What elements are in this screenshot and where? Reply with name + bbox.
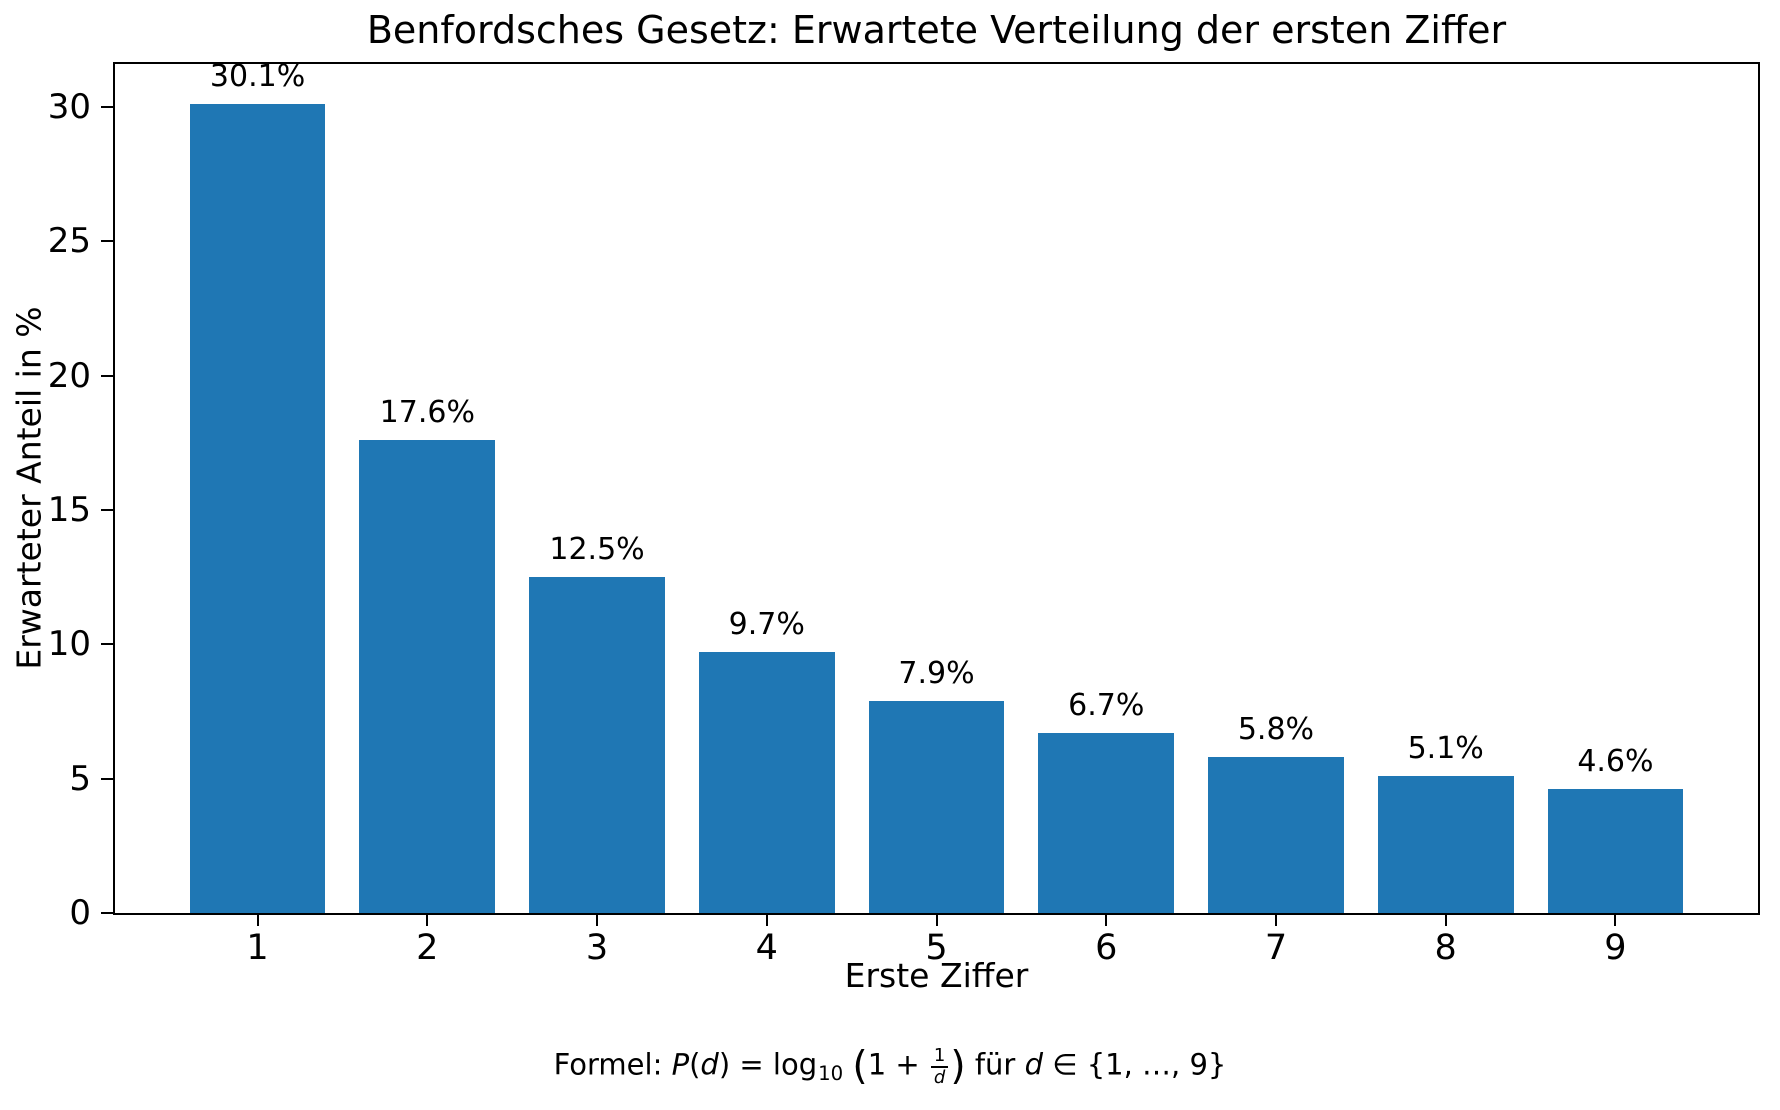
y-tick — [101, 105, 113, 108]
x-tick-label: 3 — [585, 928, 609, 968]
x-tick-label: 6 — [1095, 928, 1118, 968]
bar — [698, 652, 835, 913]
formula-frac-numerator: 1 — [930, 1046, 949, 1068]
bar-value-label: 17.6% — [379, 395, 475, 431]
x-tick — [1444, 915, 1447, 926]
formula-var: d — [1024, 1047, 1043, 1082]
x-tick-label: 5 — [925, 928, 948, 968]
x-tick — [256, 915, 259, 926]
bar — [868, 700, 1005, 913]
bar — [359, 440, 496, 913]
formula-big-lparen: ( — [852, 1044, 868, 1089]
y-axis-label: Erwarteter Anteil in % — [9, 306, 49, 670]
formula-log-base: 10 — [818, 1061, 844, 1085]
formula-rparen: ) — [718, 1047, 731, 1082]
bar — [1038, 733, 1175, 913]
y-tick — [101, 777, 113, 780]
bar-value-label: 5.1% — [1407, 730, 1484, 766]
plot-area: 0 5 10 15 20 25 30 30.1% 1 17.6% 2 12.5% 3 9.7% 4 7.9% 5… — [48, 59, 1760, 966]
x-tick-label: 7 — [1264, 928, 1288, 968]
bar-value-label: 30.1% — [209, 59, 306, 95]
y-tick-label: 20 — [47, 355, 91, 396]
formula-big-rparen: ) — [950, 1044, 966, 1089]
bar — [1208, 757, 1344, 913]
y-tick-label: 25 — [47, 221, 91, 262]
y-tick-label: 0 — [69, 893, 91, 933]
x-tick-label: 4 — [755, 928, 778, 968]
formula-arg: d — [700, 1047, 719, 1082]
bar — [189, 104, 326, 913]
y-tick — [101, 374, 113, 377]
y-tick-label: 10 — [47, 624, 91, 665]
x-tick — [596, 915, 599, 926]
y-tick — [101, 643, 113, 646]
x-tick-label: 1 — [246, 928, 269, 968]
y-tick — [101, 240, 113, 243]
formula-frac-denominator: d — [933, 1066, 946, 1088]
formula-log: log — [772, 1047, 818, 1082]
x-tick — [935, 915, 938, 926]
chart-title: Benfordsches Gesetz: Erwartete Verteilun… — [366, 8, 1507, 52]
bar — [1377, 775, 1514, 913]
x-tick-label: 2 — [416, 928, 439, 968]
y-tick-label: 5 — [69, 758, 91, 799]
formula-element-of: ∈ — [1042, 1047, 1087, 1082]
formula-caption: Formel: P(d) = log10 (1 + 1 d) für d ∈ {1… — [0, 1040, 1780, 1095]
formula-lparen: ( — [689, 1047, 701, 1082]
bar-value-label: 7.9% — [898, 655, 975, 691]
formula-set: {1, …, 9} — [1086, 1047, 1227, 1082]
bar-value-label: 12.5% — [549, 532, 645, 568]
x-tick — [765, 915, 768, 926]
x-tick — [1614, 915, 1617, 926]
x-tick — [1105, 915, 1108, 926]
formula-one-plus: 1 + — [867, 1047, 929, 1082]
y-tick — [101, 912, 113, 914]
x-axis-label: Erste Ziffer — [844, 956, 1029, 995]
y-tick-label: 30 — [47, 86, 91, 127]
x-tick-label: 9 — [1604, 928, 1627, 968]
bar-value-label: 5.8% — [1237, 712, 1315, 748]
bar — [529, 577, 665, 913]
formula-fuer: für — [965, 1047, 1025, 1082]
bar-value-label: 9.7% — [728, 607, 805, 643]
x-tick — [1274, 915, 1277, 926]
x-tick — [426, 915, 429, 926]
y-tick-label: 15 — [47, 489, 91, 530]
bar-value-label: 6.7% — [1068, 688, 1145, 723]
formula-func-name: P — [671, 1047, 690, 1082]
x-tick-label: 8 — [1434, 928, 1457, 968]
bar — [1547, 789, 1684, 913]
formula-prefix: Formel: — [553, 1047, 672, 1082]
formula-equals: = — [730, 1047, 773, 1082]
y-tick — [101, 508, 113, 511]
bar-value-label: 4.6% — [1577, 744, 1654, 780]
